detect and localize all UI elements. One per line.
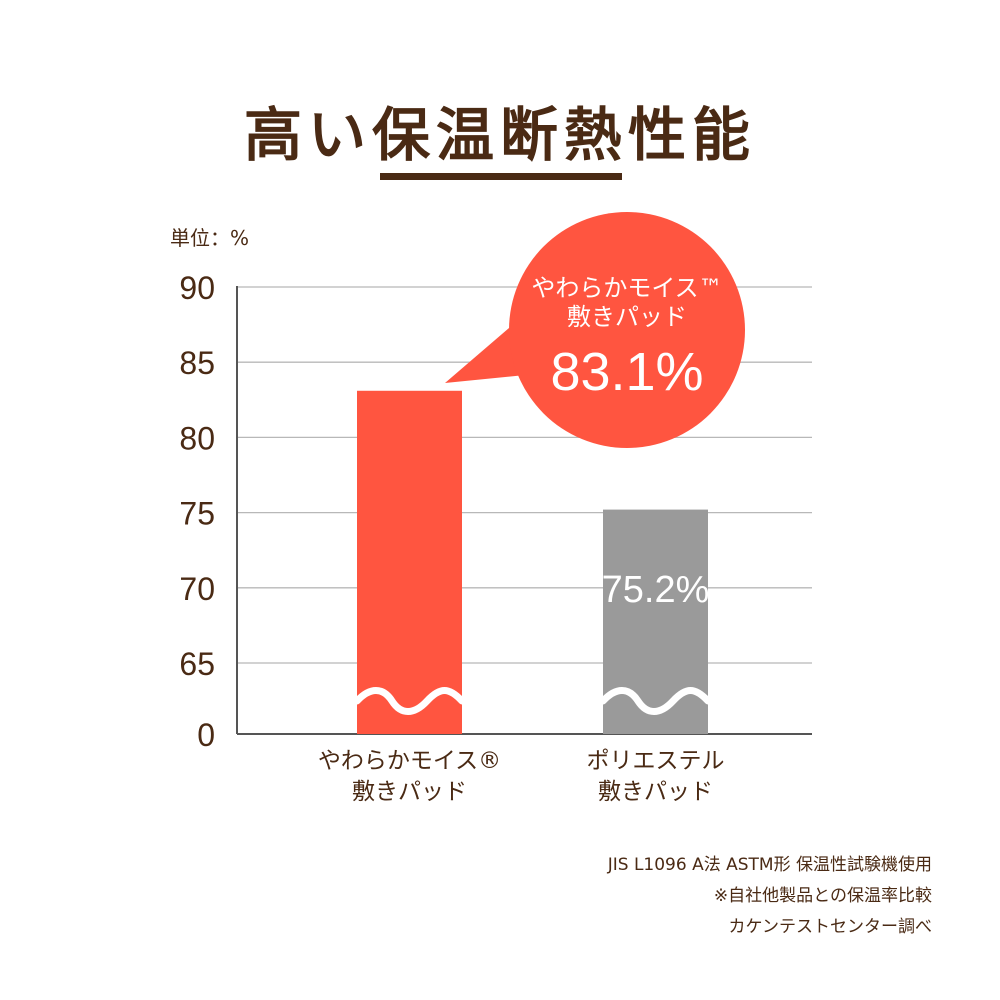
footnote-test-method: JIS L1096 A法 ASTM形 保温性試験機使用 (607, 855, 932, 875)
y-axis-ticks: 90 85 80 75 70 65 0 (179, 270, 215, 753)
x-category-label: 敷きパッド (598, 779, 713, 805)
bar (603, 509, 708, 734)
y-tick-label: 80 (179, 420, 215, 456)
y-tick-label: 65 (179, 646, 215, 682)
bar-value-label: 75.2% (602, 569, 710, 611)
callout-bubble (509, 212, 745, 448)
x-category-label: やわらかモイス® (318, 748, 501, 774)
y-tick-label: 70 (179, 571, 215, 607)
callout-product-line2: 敷きパッド (567, 303, 687, 331)
x-category-label: ポリエステル (587, 748, 725, 774)
y-tick-label: 85 (179, 345, 215, 381)
callout-product-line1: やわらかモイス™ (531, 274, 722, 302)
footnote-comparison: ※自社他製品との保温率比較 (713, 886, 932, 906)
x-category-label: 敷きパッド (352, 779, 467, 805)
gridlines (237, 286, 812, 664)
page-title: 高い保温断熱性能 (243, 101, 756, 169)
unit-label: 単位：% (170, 226, 250, 250)
bar (357, 390, 462, 734)
y-tick-label: 75 (179, 496, 215, 532)
axis-break-wave (599, 687, 712, 715)
footnotes: JIS L1096 A法 ASTM形 保温性試験機使用 ※自社他製品との保温率比… (608, 850, 932, 943)
y-tick-label: 90 (179, 270, 215, 306)
title-underline (380, 173, 622, 180)
axis-break-wave (353, 687, 466, 715)
bars: 75.2% (353, 390, 712, 734)
footnote-test-center: カケンテストセンター調べ (728, 917, 933, 937)
callout-value: 83.1% (550, 342, 703, 402)
y-tick-label: 0 (197, 717, 215, 753)
